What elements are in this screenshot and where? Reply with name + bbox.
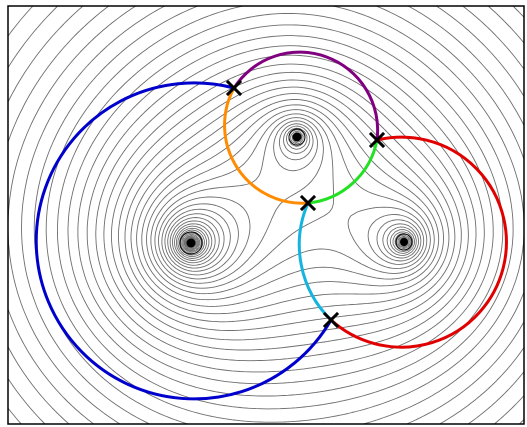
contour-line xyxy=(183,235,200,251)
center-left xyxy=(186,238,196,248)
contour-line xyxy=(86,45,485,373)
contour-line xyxy=(21,6,524,424)
contour-line xyxy=(154,117,425,284)
arc-green xyxy=(306,138,379,205)
contour-line xyxy=(141,104,435,301)
contour-line xyxy=(150,113,428,289)
contour-line xyxy=(117,79,456,331)
contour-line xyxy=(146,109,431,295)
diagram-frame xyxy=(7,5,525,425)
intersection-2 xyxy=(368,131,386,149)
contour-line xyxy=(77,35,494,385)
intersection-4 xyxy=(322,311,340,329)
contour-line xyxy=(67,24,504,397)
arc-blue xyxy=(34,81,333,401)
contour-line xyxy=(167,127,415,269)
center-top xyxy=(292,132,302,142)
center-right xyxy=(400,238,408,246)
contour-line xyxy=(110,71,462,341)
contour-line xyxy=(130,93,444,315)
center-ring xyxy=(395,233,413,251)
contour-line xyxy=(169,129,414,266)
arc-cyan xyxy=(297,201,333,322)
contour-line xyxy=(161,123,419,276)
intersection-3 xyxy=(299,194,317,212)
center-ring xyxy=(288,128,306,146)
contour-line xyxy=(124,86,450,323)
center-ring xyxy=(179,231,203,255)
contour-line xyxy=(136,99,440,307)
contour-line xyxy=(164,125,417,272)
contour-line xyxy=(184,236,198,250)
intersection-1 xyxy=(225,79,243,97)
contour-line xyxy=(8,6,524,424)
contour-line xyxy=(33,6,524,424)
arc-red xyxy=(329,135,508,349)
arc-purple xyxy=(232,50,380,142)
contour-line xyxy=(158,120,422,280)
contour-line xyxy=(45,6,524,423)
arc-orange xyxy=(223,86,310,205)
contour-line xyxy=(184,235,199,250)
